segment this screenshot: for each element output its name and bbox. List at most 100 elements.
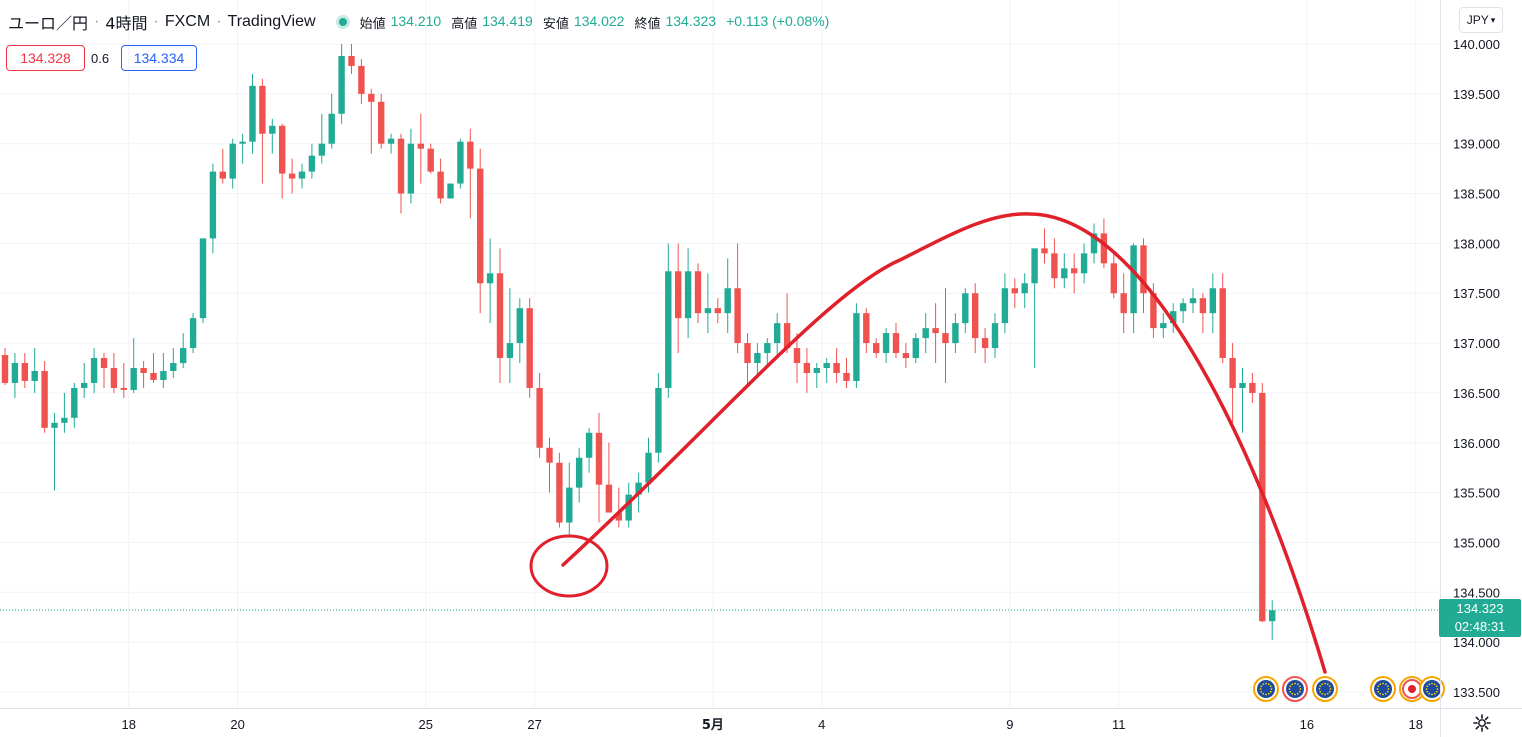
bar-countdown: 02:48:31 bbox=[1454, 619, 1506, 634]
candle bbox=[1041, 228, 1048, 264]
candle bbox=[209, 163, 217, 254]
candle-body bbox=[239, 141, 246, 144]
candle-body bbox=[170, 363, 177, 371]
candle-body bbox=[585, 432, 593, 458]
candle bbox=[556, 452, 563, 528]
candle bbox=[298, 163, 306, 189]
x-tick-label: 18 bbox=[122, 717, 136, 732]
candle-body bbox=[1001, 288, 1009, 324]
timeframe[interactable]: 4時間 bbox=[105, 14, 148, 33]
candle bbox=[1061, 253, 1068, 289]
candle bbox=[21, 353, 28, 388]
candle bbox=[1071, 253, 1078, 294]
candle bbox=[793, 333, 801, 383]
candle bbox=[1179, 298, 1187, 324]
symbol-name[interactable]: ユーロ／円 bbox=[8, 14, 89, 33]
candle-body bbox=[922, 328, 929, 339]
annotation-arc[interactable] bbox=[561, 212, 1327, 674]
candle-body bbox=[981, 338, 989, 349]
candle bbox=[823, 358, 830, 383]
eu-flag-icon[interactable] bbox=[1419, 676, 1445, 702]
candle bbox=[368, 88, 375, 154]
candle-body bbox=[31, 370, 38, 381]
candle-body bbox=[704, 308, 712, 314]
y-tick-label: 139.000 bbox=[1453, 137, 1500, 152]
candle-body bbox=[942, 333, 949, 344]
candle-body bbox=[1219, 288, 1226, 359]
candle bbox=[1120, 273, 1127, 334]
candle bbox=[1090, 223, 1098, 264]
currency-button[interactable]: JPY ▾ bbox=[1459, 7, 1503, 33]
candle bbox=[239, 133, 246, 164]
eu-flag-icon[interactable] bbox=[1370, 676, 1396, 702]
candle bbox=[665, 243, 672, 398]
candle bbox=[348, 44, 355, 74]
candle-body bbox=[1229, 358, 1236, 388]
close-value: 134.323 bbox=[665, 12, 717, 29]
time-axis: 18 20 25 27 5月 4 9 11 16 18 bbox=[122, 717, 1423, 733]
candle-body bbox=[684, 271, 692, 319]
candle-body bbox=[1110, 263, 1117, 294]
candle bbox=[1130, 243, 1137, 334]
candle bbox=[972, 283, 979, 354]
candle bbox=[1, 348, 9, 385]
candle bbox=[1189, 288, 1197, 314]
candle-body bbox=[358, 65, 365, 94]
candle bbox=[605, 442, 613, 513]
candle bbox=[1160, 313, 1167, 339]
candle bbox=[467, 128, 474, 219]
candle-body bbox=[437, 171, 444, 199]
high-value: 134.419 bbox=[482, 12, 533, 29]
x-tick-label: 27 bbox=[527, 717, 541, 732]
candle-body bbox=[1080, 253, 1088, 274]
candle-body bbox=[853, 313, 860, 381]
candle-body bbox=[140, 368, 147, 373]
candle bbox=[902, 343, 910, 368]
y-tick-label: 140.000 bbox=[1453, 37, 1500, 52]
y-tick-label: 135.500 bbox=[1453, 486, 1500, 501]
candle bbox=[1249, 372, 1256, 403]
candle-body bbox=[1179, 303, 1187, 312]
annotation-ellipse[interactable] bbox=[529, 534, 609, 598]
candle-body bbox=[1031, 248, 1038, 284]
candle-body bbox=[229, 143, 236, 179]
current-price-value: 134.323 bbox=[1456, 601, 1504, 616]
candle-body bbox=[259, 85, 266, 134]
candle bbox=[417, 113, 424, 184]
candle-body bbox=[962, 293, 969, 324]
candle bbox=[952, 313, 959, 354]
candle-body bbox=[368, 93, 375, 102]
candle-body bbox=[863, 313, 870, 344]
candle-body bbox=[1021, 283, 1028, 294]
candle bbox=[1051, 238, 1058, 289]
candle bbox=[744, 333, 751, 388]
y-tick-label: 134.000 bbox=[1453, 635, 1500, 650]
eu-flag-icon[interactable] bbox=[1253, 676, 1279, 702]
candle bbox=[51, 412, 58, 491]
eu-flag-icon[interactable] bbox=[1312, 676, 1338, 702]
candle-body bbox=[576, 457, 583, 488]
candle-body bbox=[625, 494, 632, 521]
candle-body bbox=[754, 353, 761, 364]
buy-button[interactable]: 134.334 bbox=[121, 45, 197, 71]
candle-body bbox=[249, 85, 256, 142]
candle-body bbox=[1011, 288, 1018, 294]
candle-body bbox=[417, 143, 424, 149]
platform: TradingView bbox=[227, 13, 316, 30]
y-tick-label: 138.000 bbox=[1453, 236, 1500, 251]
candle bbox=[1259, 382, 1266, 623]
candle bbox=[150, 353, 157, 383]
gear-icon[interactable] bbox=[1472, 713, 1492, 733]
candle-body bbox=[477, 168, 484, 284]
sell-button[interactable]: 134.328 bbox=[6, 45, 85, 71]
candlestick-series bbox=[1, 44, 1276, 641]
candle bbox=[11, 353, 19, 398]
candle bbox=[308, 143, 316, 179]
candle-body bbox=[932, 328, 939, 334]
candle-body bbox=[1, 355, 9, 383]
candle-body bbox=[279, 125, 286, 174]
eu-flag-icon[interactable] bbox=[1282, 676, 1308, 702]
candle bbox=[180, 333, 187, 368]
candle-body bbox=[180, 348, 187, 364]
